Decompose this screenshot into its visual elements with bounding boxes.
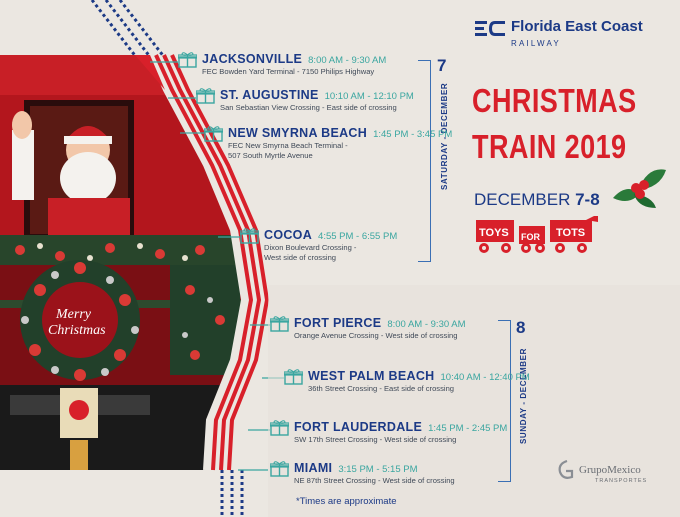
wreath-text-2: Christmas [48, 323, 106, 338]
day-bracket-sunday [498, 320, 511, 482]
toys-word-2: FOR [521, 232, 540, 242]
grupo-mexico-logo: GrupoMexico TRANSPORTES [557, 459, 646, 487]
rail-stripes-bottom [220, 470, 244, 517]
brand-sub: RAILWAY [511, 39, 561, 48]
stop-time: 10:40 AM - 12:40 PM [440, 372, 530, 383]
stop-location: San Sebastian View Crossing - East side … [220, 103, 397, 112]
holly-icon [613, 169, 666, 208]
grupo-sub: TRANSPORTES [595, 478, 648, 484]
gift-icon [270, 461, 289, 477]
times-note: *Times are approximate [296, 496, 397, 507]
stop-location: NE 87th Street Crossing - West side of c… [294, 476, 455, 485]
toys-word-3: TOTS [556, 227, 585, 239]
stop-location: Dixon Boulevard Crossing - West side of … [264, 243, 357, 262]
stop-location: SW 17th Street Crossing - West side of c… [294, 435, 457, 444]
gift-icon [270, 316, 289, 332]
stop-time: 8:00 AM - 9:30 AM [308, 55, 387, 66]
stop-name: MIAMI 3:15 PM - 5:15 PM [294, 461, 418, 475]
stop-time: 4:55 PM - 6:55 PM [318, 231, 398, 242]
gift-icon [270, 420, 289, 436]
stop-location: Orange Avenue Crossing - West side of cr… [294, 331, 458, 340]
title-line-1: CHRISTMAS [472, 82, 637, 119]
toys-for-tots-logo: TOYS FOR TOTS [476, 216, 598, 253]
gift-icon [178, 52, 197, 68]
title-line-2: TRAIN 2019 [472, 128, 627, 165]
grupo-name: GrupoMexico [579, 464, 641, 476]
stop-name: JACKSONVILLE 8:00 AM - 9:30 AM [202, 52, 387, 66]
stop-name: ST. AUGUSTINE 10:10 AM - 12:10 PM [220, 88, 414, 102]
stop-name: WEST PALM BEACH 10:40 AM - 12:40 PM [308, 369, 530, 383]
day-number-sunday: 8 [516, 318, 526, 337]
toys-word-1: TOYS [479, 227, 509, 239]
fec-logo-icon [475, 21, 505, 36]
stop-name: NEW SMYRNA BEACH 1:45 PM - 3:45 PM [228, 126, 453, 140]
stop-name: FORT LAUDERDALE 1:45 PM - 2:45 PM [294, 420, 508, 434]
stop-time: 1:45 PM - 2:45 PM [428, 423, 508, 434]
stop-time: 1:45 PM - 3:45 PM [373, 129, 453, 140]
stop-location: 36th Street Crossing - East side of cros… [308, 384, 455, 393]
stop-location: FEC Bowden Yard Terminal - 7150 Philips … [202, 67, 375, 76]
stop-time: 3:15 PM - 5:15 PM [338, 464, 418, 475]
gift-icon [196, 88, 215, 104]
gift-icon [204, 126, 223, 142]
stop-time: 8:00 AM - 9:30 AM [387, 319, 466, 330]
stop-name: COCOA 4:55 PM - 6:55 PM [264, 228, 398, 242]
wreath-text-1: Merry [55, 307, 92, 322]
brand-name: Florida East Coast [511, 18, 643, 35]
stop-location: FEC New Smyrna Beach Terminal - 507 Sout… [228, 141, 348, 160]
event-dates: DECEMBER 7-8 [474, 190, 600, 209]
stop-time: 10:10 AM - 12:10 PM [324, 91, 414, 102]
fec-logo: Florida East Coast RAILWAY [475, 18, 643, 48]
gift-icon [284, 369, 303, 385]
day-bracket-saturday [418, 60, 431, 262]
day-number-saturday: 7 [437, 56, 447, 75]
stop-name: FORT PIERCE 8:00 AM - 9:30 AM [294, 316, 466, 330]
rail-stripes-top [90, 0, 170, 63]
grupo-mexico-icon [558, 459, 574, 479]
gift-icon [240, 228, 259, 244]
day-label-sunday: SUNDAY - DECEMBER [519, 348, 528, 444]
